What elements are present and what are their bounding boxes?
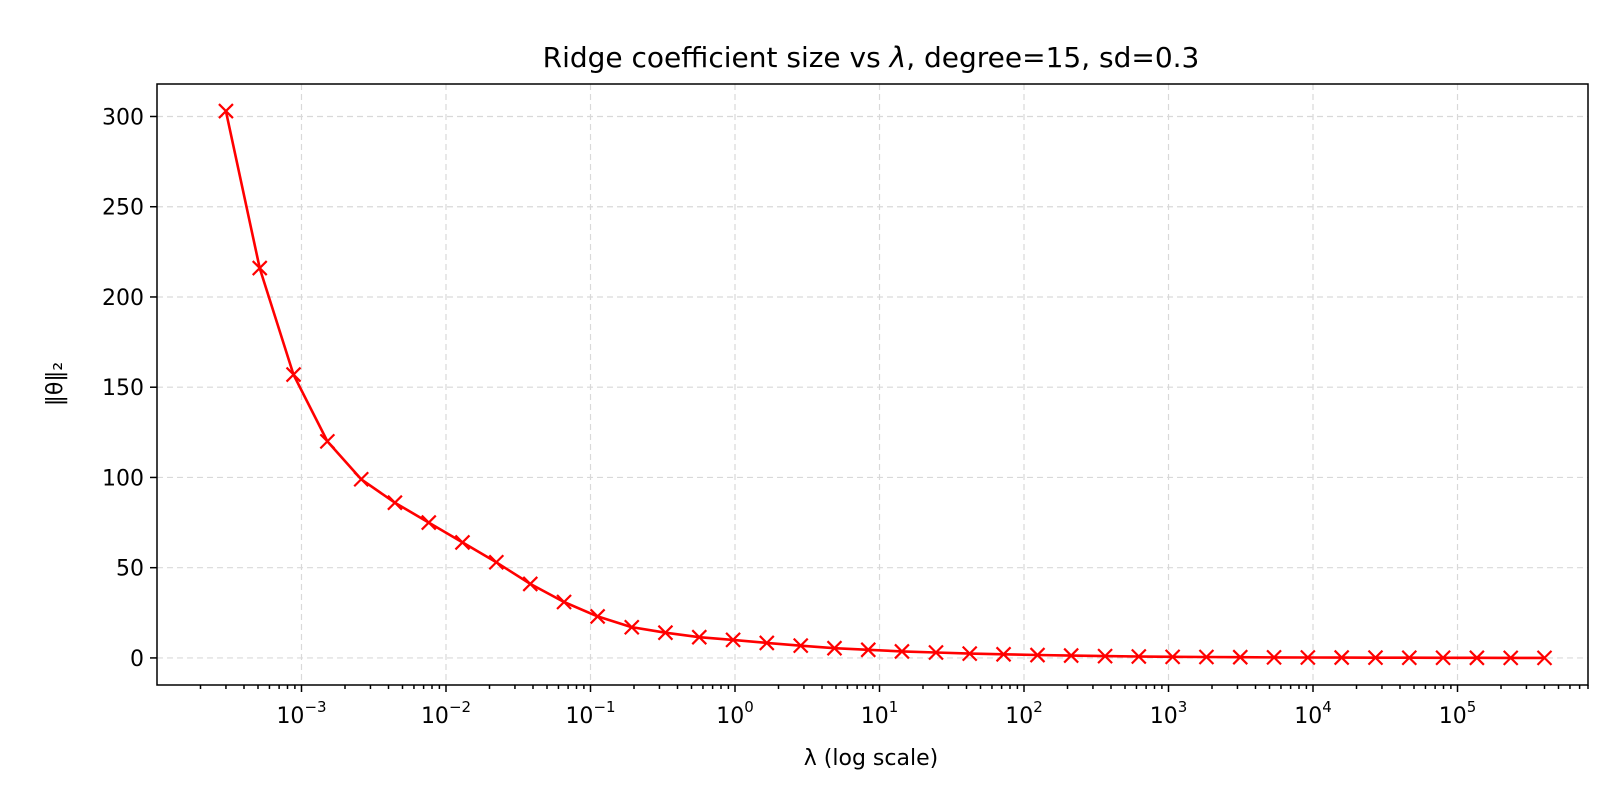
data-point-marker xyxy=(522,576,539,592)
y-axis-label: ‖θ‖₂ xyxy=(43,362,68,406)
data-point-marker xyxy=(1469,650,1485,666)
y-tick-label: 100 xyxy=(102,466,144,491)
data-point-marker xyxy=(826,640,843,656)
data-point-marker xyxy=(1164,649,1181,665)
data-point-marker xyxy=(454,534,471,551)
x-tick-label: 103 xyxy=(1150,698,1188,729)
y-tick-label: 200 xyxy=(102,286,144,311)
data-point-marker xyxy=(1367,649,1384,666)
data-point-marker xyxy=(725,632,741,648)
grid xyxy=(157,84,1588,685)
data-point-marker xyxy=(1097,648,1113,664)
data-point-marker xyxy=(1063,647,1079,664)
x-axis-ticks: 10−3 10−2 10−1 100 101 102 103 104 105 xyxy=(276,685,1476,729)
data-point-marker xyxy=(860,642,877,658)
data-point-marker xyxy=(387,494,403,511)
y-tick-label: 250 xyxy=(102,196,144,221)
x-tick-label: 100 xyxy=(716,698,754,729)
data-point-marker xyxy=(792,637,809,654)
data-point-marker xyxy=(1435,650,1451,666)
x-tick-label: 102 xyxy=(1005,698,1043,729)
data-point-marker xyxy=(1333,649,1350,666)
data-point-marker xyxy=(353,471,369,488)
data-point-marker xyxy=(691,629,708,645)
data-point-marker xyxy=(1266,649,1282,666)
data-point-marker xyxy=(894,643,910,660)
x-axis-label: λ (log scale) xyxy=(804,746,938,771)
x-tick-label: 10−3 xyxy=(276,698,326,729)
series-line xyxy=(224,110,1545,660)
data-point-marker xyxy=(928,644,944,661)
y-tick-label: 50 xyxy=(116,557,144,582)
data-point-marker xyxy=(1502,650,1519,666)
data-point-marker xyxy=(285,366,302,383)
data-point-marker xyxy=(961,645,978,662)
plot-frame xyxy=(156,83,1589,686)
data-point-marker xyxy=(995,646,1012,663)
data-point-marker xyxy=(488,554,505,571)
data-point-marker xyxy=(589,608,606,625)
x-tick-label: 101 xyxy=(861,698,899,729)
y-tick-label: 0 xyxy=(130,647,144,672)
data-point-marker xyxy=(1300,649,1316,666)
data-point-marker xyxy=(1029,647,1046,663)
data-point-marker xyxy=(319,433,336,450)
data-point-marker xyxy=(657,624,674,641)
y-tick-label: 150 xyxy=(102,376,144,401)
x-tick-label: 105 xyxy=(1439,698,1477,729)
data-point-marker xyxy=(759,635,775,651)
data-point-marker xyxy=(623,619,640,636)
chart-title: Ridge coefficient size vs λ, degree=15, … xyxy=(543,41,1200,74)
data-point-marker xyxy=(1232,649,1249,665)
y-axis-ticks: 0 50 100 150 200 250 300 xyxy=(102,105,157,672)
data-point-marker xyxy=(218,103,234,119)
data-point-marker xyxy=(251,260,268,276)
series-markers xyxy=(218,103,1553,666)
y-tick-label: 300 xyxy=(102,105,144,130)
data-point-marker xyxy=(1198,649,1215,665)
data-point-marker xyxy=(1401,649,1418,666)
data-point-marker xyxy=(1536,650,1553,666)
data-point-marker xyxy=(421,514,437,531)
x-tick-label: 10−1 xyxy=(565,698,615,729)
x-tick-label: 104 xyxy=(1294,698,1332,729)
x-tick-label: 10−2 xyxy=(421,698,471,729)
data-point-marker xyxy=(556,594,572,610)
data-point-marker xyxy=(1131,648,1147,665)
